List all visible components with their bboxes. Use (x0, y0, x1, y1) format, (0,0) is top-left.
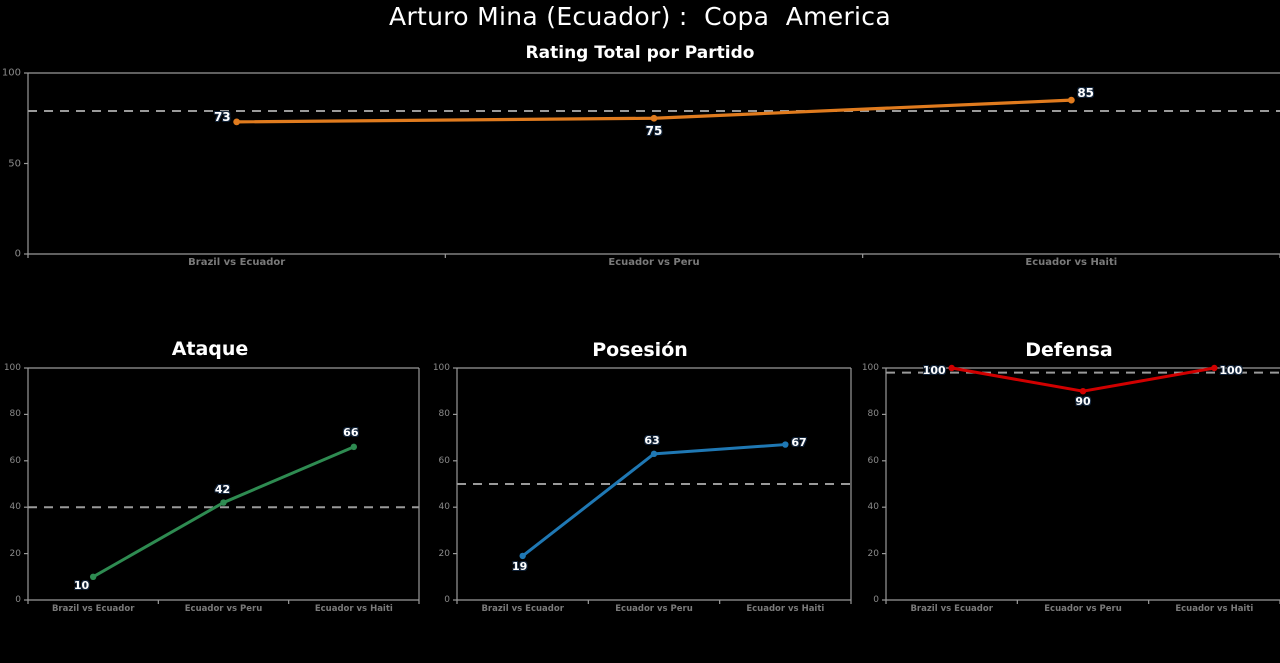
data-line-ataque (91, 445, 356, 579)
x-tick-label: Ecuador vs Peru (1044, 604, 1122, 614)
data-point-marker (220, 499, 227, 506)
data-label: 90 (1075, 395, 1091, 409)
y-tick-label: 60 (438, 455, 450, 466)
main-chart-title: Rating Total por Partido (525, 43, 755, 63)
data-label: 73 (213, 109, 231, 124)
y-tick-label: 40 (9, 502, 21, 513)
y-tick-label: 100 (3, 363, 21, 373)
y-tick-label: 50 (8, 158, 21, 169)
data-point-marker (948, 364, 955, 372)
y-tick-label: 0 (14, 248, 21, 260)
chart-ataque: 0 20 40 60 80 100 Brazil vs Ecuador Ecuador vs… (0, 360, 425, 625)
y-tick-label: 0 (444, 595, 450, 605)
x-tick-label: Ecuador vs Peru (608, 257, 700, 268)
chart-defensa: 0 20 40 60 80 100 Brazil vs Ecuador Ecuador vs… (858, 360, 1280, 625)
x-tick-label: Ecuador vs Haiti (1025, 257, 1118, 268)
data-label: 66 (343, 425, 359, 439)
defensa-plot-area (882, 364, 1280, 604)
y-tick-label: 60 (867, 455, 879, 466)
y-tick-label: 100 (1, 67, 21, 79)
rating-total-plot-area (24, 72, 1280, 258)
ataque-plot-area (24, 367, 420, 604)
data-point-marker (89, 573, 97, 580)
data-point-marker (350, 443, 358, 451)
x-tick-label: Brazil vs Ecuador (910, 604, 993, 614)
x-tick-label: Brazil vs Ecuador (188, 257, 286, 268)
data-label: 67 (791, 435, 807, 449)
x-tick-label: Ecuador vs Peru (184, 604, 263, 614)
data-point-marker (1211, 364, 1218, 372)
y-tick-label: 40 (438, 502, 450, 513)
data-label: 63 (644, 433, 660, 447)
y-tick-label: 20 (867, 548, 879, 559)
figure-suptitle: Arturo Mina (Ecuador) : Copa America (389, 2, 891, 31)
data-label: 75 (645, 124, 663, 139)
y-tick-label: 80 (9, 409, 21, 420)
data-line-defensa (950, 366, 1216, 393)
x-tick-label: Brazil vs Ecuador (51, 604, 135, 614)
x-tick-label: Ecuador vs Haiti (1175, 604, 1254, 614)
data-point-marker (233, 118, 241, 126)
data-label: 100 (1219, 364, 1243, 377)
y-tick-label: 80 (867, 409, 879, 420)
ataque-title: Ataque (171, 338, 249, 360)
defensa-title: Defensa (1025, 339, 1113, 361)
y-tick-label: 60 (9, 455, 21, 466)
y-tick-label: 100 (432, 363, 450, 373)
data-point-marker (1067, 96, 1075, 104)
y-tick-label: 0 (873, 595, 879, 605)
data-point-marker (650, 450, 658, 458)
y-tick-label: 0 (15, 595, 21, 605)
data-label: 10 (73, 578, 90, 592)
y-tick-label: 80 (438, 409, 450, 420)
data-label: 100 (922, 364, 946, 377)
data-point-marker (519, 552, 526, 560)
chart-rating-total: 0 50 100 Brazil vs Ecuador Ecuador vs Peru E… (0, 60, 1280, 275)
x-tick-label: Ecuador vs Peru (615, 604, 693, 614)
x-tick-label: Brazil vs Ecuador (481, 604, 564, 614)
data-point-marker (1079, 388, 1087, 395)
y-tick-label: 20 (438, 548, 450, 559)
data-label: 85 (1077, 86, 1095, 101)
x-tick-label: Ecuador vs Haiti (746, 604, 825, 614)
y-tick-label: 20 (9, 548, 21, 559)
x-tick-label: Ecuador vs Haiti (314, 604, 393, 614)
posesion-title: Posesión (592, 339, 688, 361)
data-point-marker (650, 114, 658, 122)
y-tick-label: 100 (861, 363, 879, 373)
chart-posesion: 0 20 40 60 80 100 Brazil vs Ecuador Ecuador vs… (429, 360, 854, 625)
data-point-marker (782, 441, 789, 448)
y-tick-label: 40 (867, 502, 879, 513)
data-label: 19 (512, 559, 528, 573)
posesion-plot-area (453, 367, 852, 604)
data-line-posesion (521, 443, 787, 558)
data-label: 42 (214, 482, 231, 496)
